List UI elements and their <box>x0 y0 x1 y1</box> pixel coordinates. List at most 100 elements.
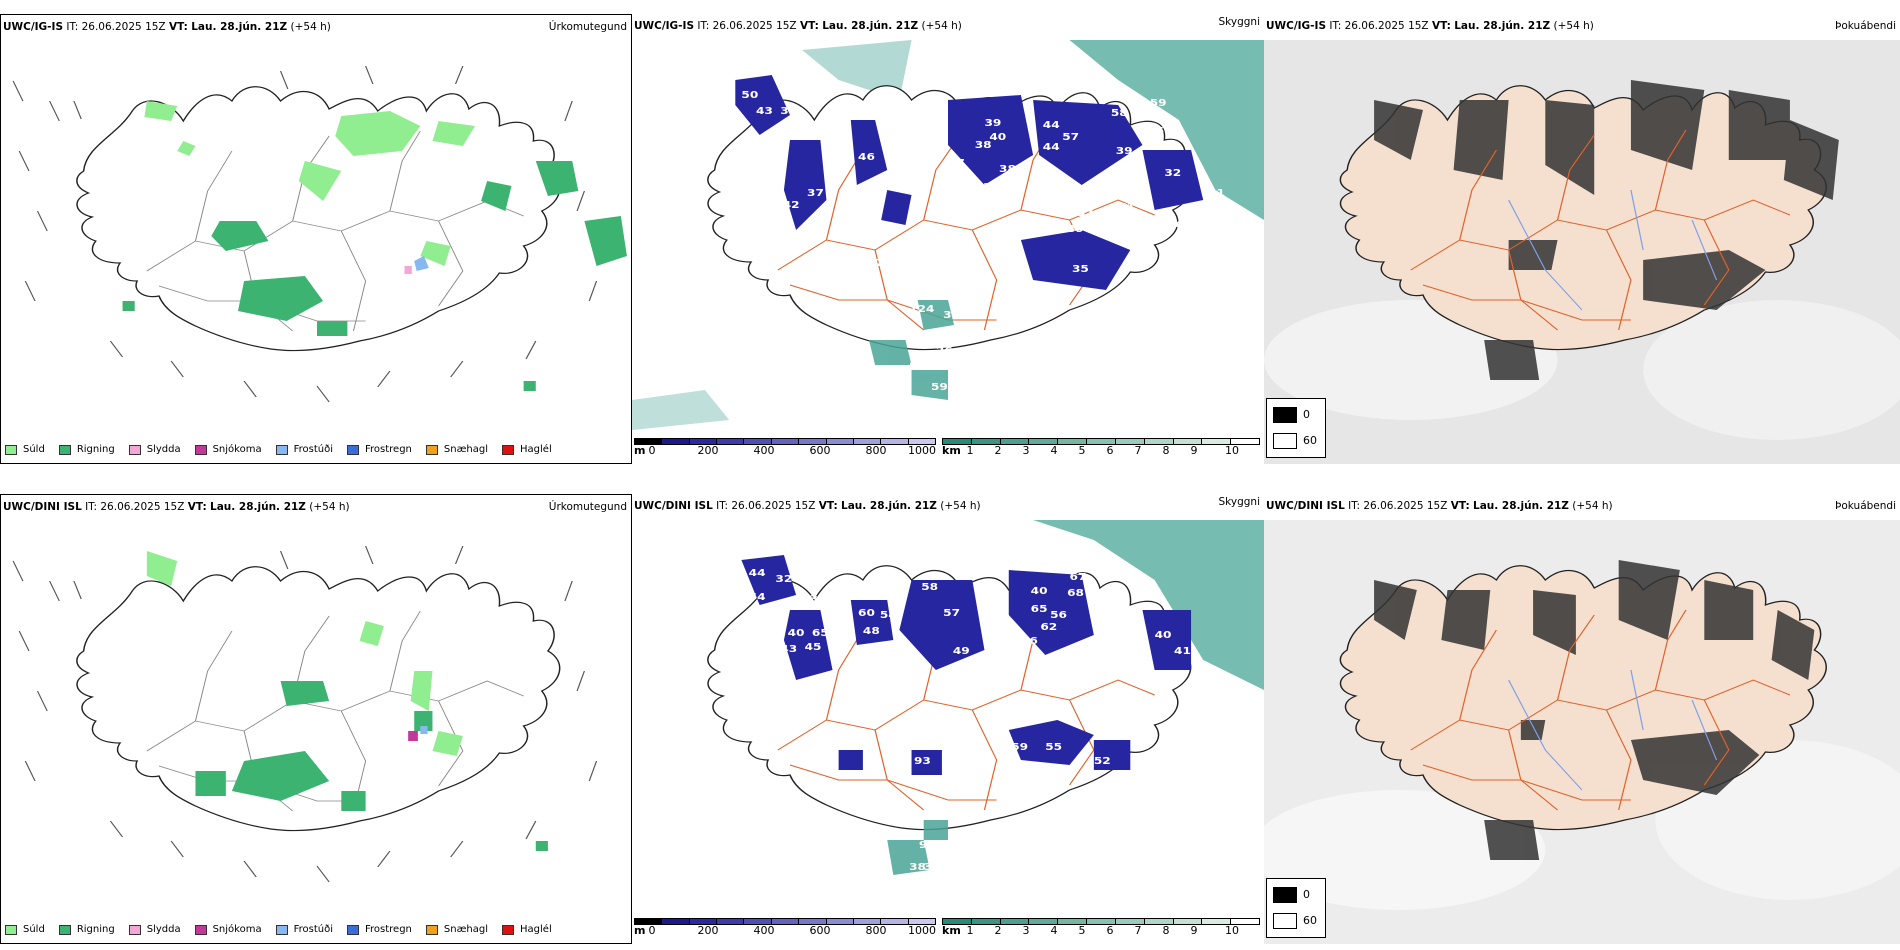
legend-item: Rigning <box>58 924 115 935</box>
ceiling-label: 38 <box>809 593 826 605</box>
ceiling-label: 38 <box>809 129 826 141</box>
ceiling-label: 50 <box>741 89 758 101</box>
ceiling-label: 40 <box>989 131 1006 143</box>
ceiling-label: 53 <box>909 337 926 349</box>
ceiling-label: 59 <box>931 381 948 393</box>
legend-item: Frostregn <box>347 444 412 455</box>
ceiling-label: 41 <box>800 683 817 695</box>
ceiling-label: 43 <box>780 643 797 655</box>
legend-item: Súld <box>5 924 45 935</box>
low-ceiling-areas <box>741 555 1192 775</box>
ceiling-label: 40 <box>1031 585 1048 597</box>
ceiling-label: 80 <box>1198 207 1215 219</box>
low-visibility-areas <box>887 820 948 875</box>
ceiling-label: 35 <box>1072 263 1089 275</box>
ceiling-label: 33 <box>943 309 960 321</box>
ceiling-label: 75 <box>766 169 783 181</box>
ceiling-label: 58 <box>1111 107 1128 119</box>
drizzle-areas <box>146 551 463 756</box>
ceiling-label: 32 <box>851 263 868 275</box>
field-name: Þokuábendi <box>1835 500 1896 512</box>
legend-item: Haglél <box>502 444 552 455</box>
precip-panel-2: UWC/DINI ISL IT: 26.06.2025 15Z VT: Lau.… <box>0 494 632 944</box>
ceiling-label: 67 <box>1070 571 1087 583</box>
ceiling-label: 60 <box>880 245 897 257</box>
ceiling-label: 59 <box>1150 97 1167 109</box>
legend-item: Frostregn <box>347 924 412 935</box>
ceiling-label: 50 <box>975 581 992 593</box>
fog-panel-2: UWC/DINI ISL IT: 26.06.2025 15Z VT: Lau.… <box>1264 494 1900 944</box>
ceiling-label: 41 <box>1174 645 1191 657</box>
ceiling-label: 48 <box>797 89 814 101</box>
precip-legend: Súld Rigning Slydda Snjókoma Frostúði Fr… <box>5 444 566 455</box>
ceiling-label: 42 <box>783 199 800 211</box>
ceiling-label: 56 <box>1050 609 1067 621</box>
ceiling-label: 39 <box>984 117 1001 129</box>
ceiling-labels: 44 32 64 38 40 65 43 45 41 53 54 60 48 5… <box>749 567 1191 873</box>
ceiling-label: 58 <box>921 581 938 593</box>
precip-legend: Súld Rigning Slydda Snjókoma Frostúði Fr… <box>5 924 566 935</box>
ceiling-label: 68 <box>1067 587 1084 599</box>
legend-item: Snjókoma <box>194 924 262 935</box>
legend-item: Slydda <box>128 924 181 935</box>
ceiling-label: 26 <box>936 345 953 357</box>
ceiling-label: 36 <box>1021 635 1038 647</box>
ceiling-label: 38 <box>975 139 992 151</box>
ceiling-label: 55 <box>1045 741 1062 753</box>
legend-item: Frostúði <box>275 924 333 935</box>
precip-map <box>12 545 598 883</box>
ceiling-label: 32 <box>1164 167 1181 179</box>
ceiling-label: 124 <box>909 303 935 315</box>
ceiling-label: 68 <box>863 209 880 221</box>
fog-legend: 0 60 <box>1266 878 1326 938</box>
fog-legend: 0 60 <box>1266 398 1326 458</box>
ceiling-label: 49 <box>926 125 943 137</box>
ceiling-label: 44 <box>749 567 766 579</box>
ceiling-map: 44 32 64 38 40 65 43 45 41 53 54 60 48 5… <box>707 520 1264 875</box>
ceiling-label: 67 <box>955 255 972 267</box>
ceiling-label: 97 <box>919 839 936 851</box>
ceiling-label: 57 <box>1062 131 1079 143</box>
ceiling-label: 60 <box>1028 193 1045 205</box>
legend-item: Snæhagl <box>425 444 488 455</box>
ceiling-label: 31 <box>999 195 1016 207</box>
legend-item: Haglél <box>502 924 552 935</box>
ceiling-label: 34 <box>984 199 1001 211</box>
ceiling-label: 40 <box>788 627 805 639</box>
field-name: Skyggni <box>1218 496 1261 508</box>
ceiling-labels: 50 43 37 48 38 61 79 75 42 37 37 46 68 7… <box>734 89 1225 393</box>
ceiling-label: 32 <box>775 573 792 585</box>
ceiling-label: 45 <box>805 641 822 653</box>
legend-item: Rigning <box>58 444 115 455</box>
field-name: Skyggni <box>1218 16 1261 28</box>
precip-map <box>12 65 627 403</box>
ceiling-panel-2: UWC/DINI ISL IT: 26.06.2025 15Z VT: Lau.… <box>632 494 1264 944</box>
ceiling-label: 61 <box>734 141 751 153</box>
field-name: Úrkomutegund <box>548 21 627 33</box>
ceiling-label: 38 <box>909 861 926 873</box>
ceiling-label: 37 <box>948 157 965 169</box>
ceiling-label: 46 <box>858 151 875 163</box>
ceiling-label: 54 <box>880 609 897 621</box>
field-name: Úrkomutegund <box>548 501 627 513</box>
ceiling-label: 39 <box>1116 145 1133 157</box>
panel-title: UWC/DINI ISL IT: 26.06.2025 15Z VT: Lau.… <box>1266 500 1613 512</box>
ceiling-label: 37 <box>807 231 824 243</box>
ceiling-label: 47 <box>1172 263 1189 275</box>
ceiling-label: 48 <box>1123 283 1140 295</box>
ceiling-label: 60 <box>858 607 875 619</box>
ceiling-label: 43 <box>756 105 773 117</box>
panel-title: UWC/DINI ISL IT: 26.06.2025 15Z VT: Lau.… <box>3 501 350 513</box>
ceiling-label: 37 <box>807 187 824 199</box>
field-name: Þokuábendi <box>1835 20 1896 32</box>
fog-map <box>1264 40 1900 464</box>
rain-areas <box>195 681 548 851</box>
ceiling-label: 59 <box>994 647 1011 659</box>
rain-areas <box>122 161 627 391</box>
ceiling-label: 38 <box>924 861 941 873</box>
fog-legend-swatch-low <box>1273 433 1297 449</box>
ceiling-label: 93 <box>914 755 931 767</box>
wind-barbs <box>12 65 598 403</box>
ceiling-label: 49 <box>953 645 970 657</box>
ceiling-label: 45 <box>1147 125 1164 137</box>
